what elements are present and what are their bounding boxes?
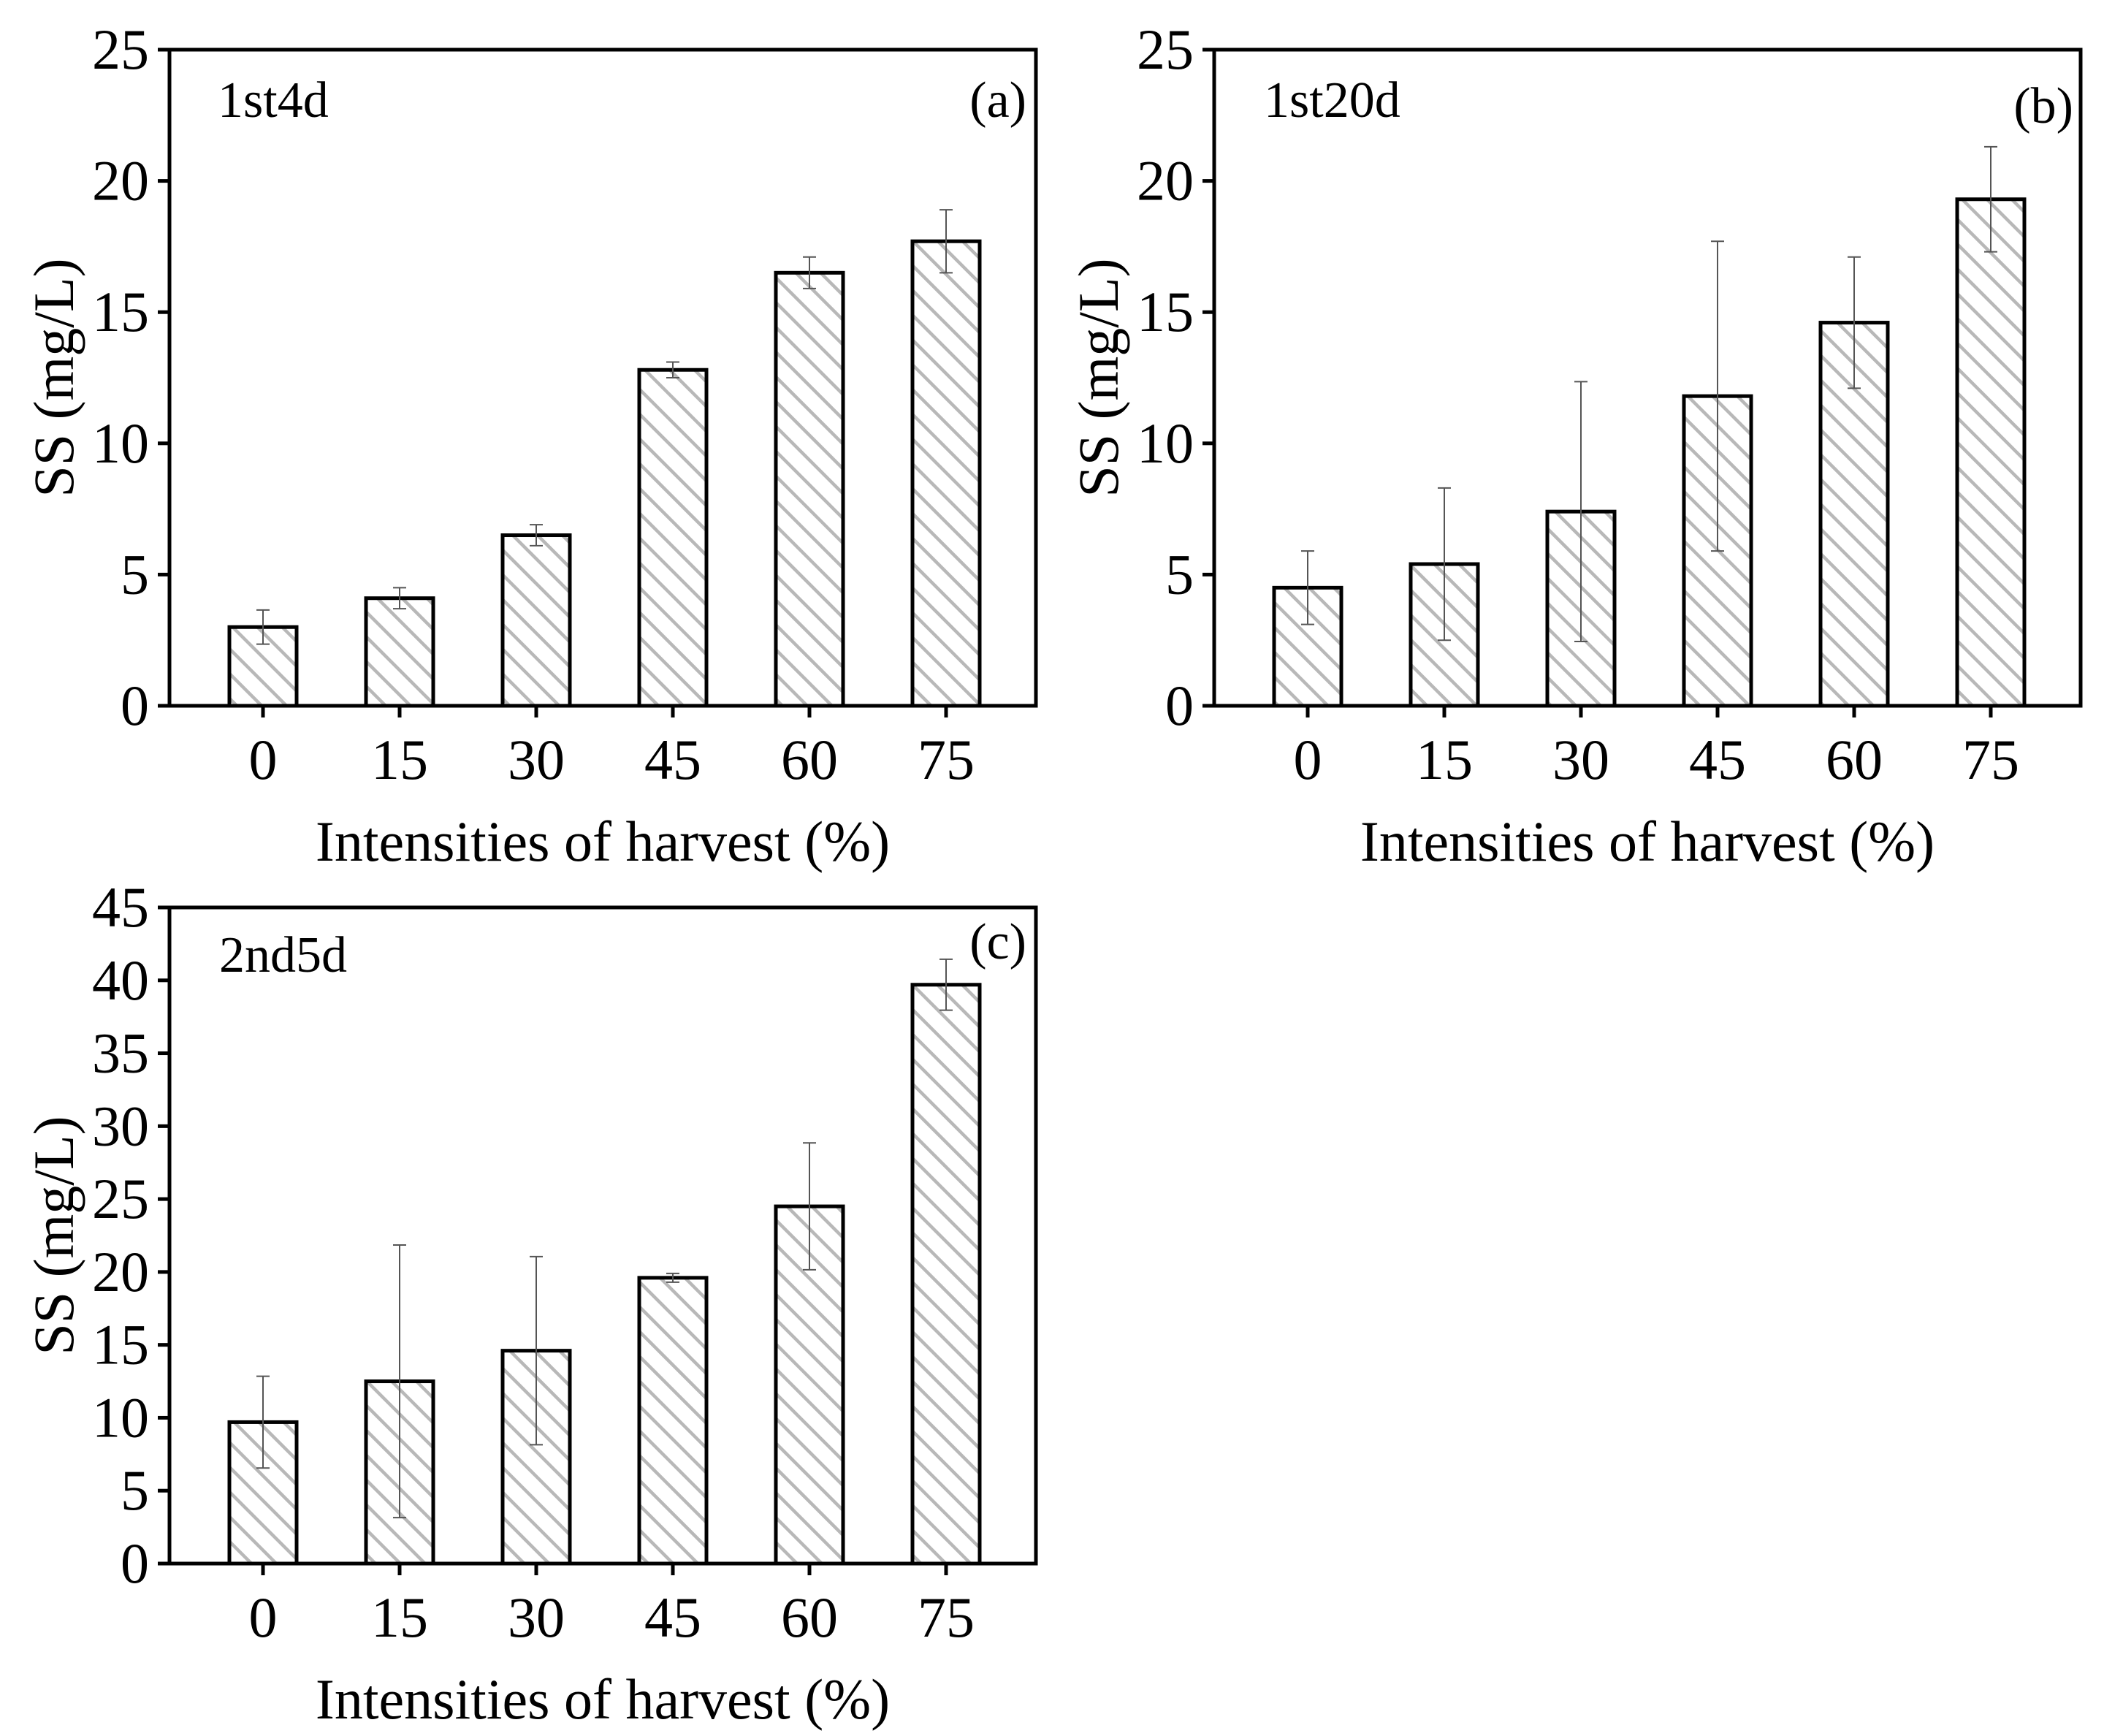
panel-a-x-tick-label-3: 45 [644, 728, 701, 791]
panel-a-y-tick-label-5: 25 [92, 18, 149, 81]
panel-c-y-tick-label-5: 25 [92, 1167, 149, 1230]
panel-b-y-tick-label-5: 25 [1137, 18, 1194, 81]
panel-b-bar-5 [1955, 197, 2027, 708]
panel-b-x-tick-label-4: 60 [1826, 728, 1883, 791]
panel-b-y-tick-label-3: 15 [1137, 280, 1194, 343]
panel-c-bar-3 [637, 1276, 709, 1566]
panel-b-x-tick-label-1: 15 [1416, 728, 1473, 791]
panel-b-x-tick-label-5: 75 [1962, 728, 2019, 791]
panel-a-bar-1 [364, 596, 435, 708]
panel-b-y-tick-label-0: 0 [1165, 674, 1194, 737]
panel-a-label: (a) [969, 72, 1026, 129]
panel-a-bar-5 [910, 239, 982, 708]
panel-c-x-axis-title: Intensities of harvest (%) [316, 1667, 890, 1731]
panel-c-x-tick-label-1: 15 [371, 1585, 428, 1649]
panel-c-y-tick-label-6: 30 [92, 1094, 149, 1157]
panel-c-y-tick-label-9: 45 [92, 875, 149, 939]
panel-a-x-tick-label-5: 75 [918, 728, 975, 791]
panel-c-x-tick-label-3: 45 [644, 1585, 701, 1649]
panel-b-tag: 1st20d [1264, 72, 1400, 129]
panel-a-frame [167, 47, 1038, 708]
panel-c-x-tick-label-0: 0 [249, 1585, 278, 1649]
panel-c-frame [167, 905, 1038, 1566]
panel-b-y-axis-title: SS (mg/L) [1067, 258, 1130, 497]
panel-c-y-tick-label-3: 15 [92, 1313, 149, 1377]
panel-b-frame [1212, 47, 2083, 708]
panel-c-y-tick-label-2: 10 [92, 1385, 149, 1449]
panel-a-tag: 1st4d [218, 72, 329, 129]
panel-a-y-tick-label-0: 0 [121, 674, 149, 737]
panel-c-y-tick-label-8: 40 [92, 948, 149, 1012]
panel-a-x-axis-title: Intensities of harvest (%) [316, 810, 890, 873]
panel-b-x-tick-label-2: 30 [1552, 728, 1609, 791]
panel-c-x-tick-label-4: 60 [781, 1585, 838, 1649]
panel-c-plot: 0 5 10 15 20 25 30 35 40 45 0 15 30 45 60 75 [92, 875, 982, 1649]
panel-b-x-tick-label-0: 0 [1294, 728, 1322, 791]
panel-a-y-tick-label-3: 15 [92, 280, 149, 343]
panel-c-label: (c) [969, 914, 1026, 970]
panel-b-label: (b) [2013, 78, 2073, 134]
panel-a-bar-3 [637, 368, 709, 708]
panel-a-x-tick-label-2: 30 [508, 728, 565, 791]
panel-b-y-tick-label-2: 10 [1137, 411, 1194, 475]
panel-b-x-tick-label-3: 45 [1689, 728, 1746, 791]
panel-a-x-tick-label-1: 15 [371, 728, 428, 791]
panel-b: 0 5 10 15 20 25 0 15 30 45 60 75 1st20d (b) SS (mg/… [1067, 18, 2083, 873]
panel-b-plot: 0 5 10 15 20 25 0 15 30 45 60 75 [1137, 18, 2027, 791]
panel-a-y-tick-label-2: 10 [92, 411, 149, 475]
panel-c-x-tick-label-5: 75 [918, 1585, 975, 1649]
panel-c-bar-5 [910, 983, 982, 1566]
panel-a: 0 5 10 15 20 25 0 15 30 45 60 75 1st4d (a) SS (mg/L… [22, 18, 1038, 873]
panel-b-x-axis-title: Intensities of harvest (%) [1360, 810, 1935, 873]
panel-a-x-tick-label-4: 60 [781, 728, 838, 791]
panel-a-x-tick-label-0: 0 [249, 728, 278, 791]
panel-c-x-tick-label-2: 30 [508, 1585, 565, 1649]
panel-c-y-tick-label-1: 5 [121, 1458, 149, 1522]
panel-a-bar-4 [774, 270, 845, 708]
panel-c-y-tick-label-4: 20 [92, 1240, 149, 1303]
panel-c-y-tick-label-7: 35 [92, 1021, 149, 1085]
panel-c-bar-0 [227, 1420, 299, 1566]
panel-c-y-axis-title: SS (mg/L) [22, 1116, 85, 1355]
panel-a-y-tick-label-1: 5 [121, 542, 149, 606]
panel-c-tag: 2nd5d [219, 927, 347, 983]
panel-b-y-tick-label-1: 5 [1165, 542, 1194, 606]
panel-a-y-axis-title: SS (mg/L) [22, 258, 85, 497]
panel-a-y-tick-label-4: 20 [92, 149, 149, 213]
panel-b-y-tick-label-4: 20 [1137, 149, 1194, 213]
panel-c-y-tick-label-0: 0 [121, 1531, 149, 1595]
panel-a-bar-2 [500, 533, 572, 708]
panel-a-plot: 0 5 10 15 20 25 0 15 30 45 60 75 [92, 18, 982, 791]
